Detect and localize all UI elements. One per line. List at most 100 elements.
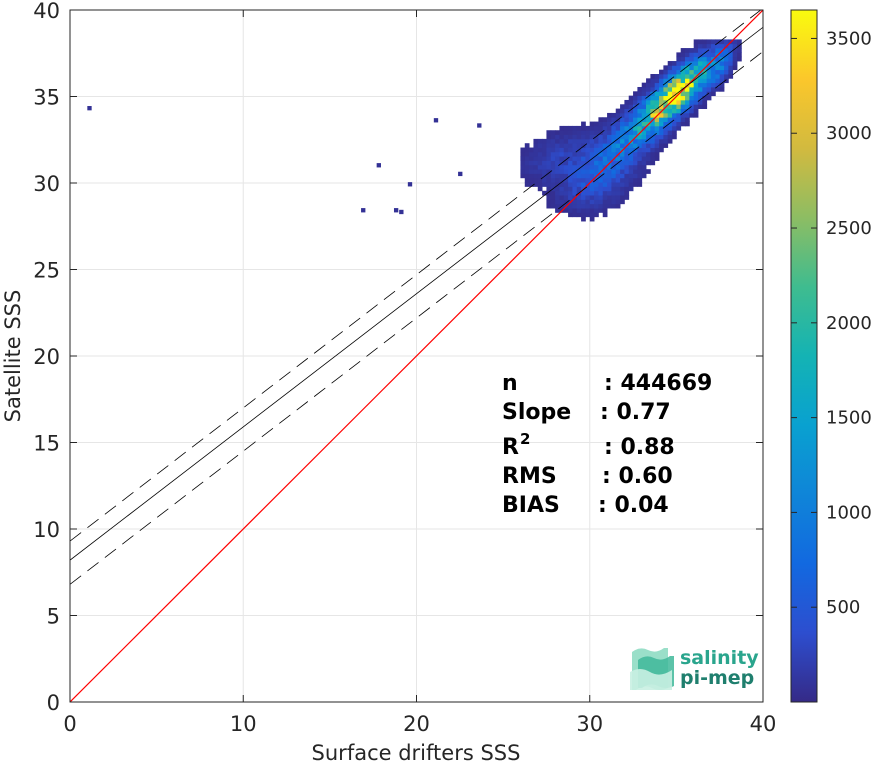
density-bin: [555, 138, 560, 144]
density-bin: [715, 74, 721, 79]
density-bin: [537, 156, 543, 161]
density-bin: [546, 134, 552, 140]
density-bin: [620, 186, 625, 192]
density-bin: [702, 43, 708, 49]
density-bin: [589, 138, 595, 144]
density-bin: [698, 56, 703, 62]
density-bin: [637, 156, 643, 161]
density-bin: [576, 125, 582, 131]
density-bin: [581, 208, 586, 213]
density-bin: [581, 160, 586, 166]
density-bin: [685, 48, 690, 53]
density-bin: [724, 48, 729, 53]
density-bin: [685, 121, 690, 127]
density-bin: [719, 86, 725, 92]
density-bin: [572, 203, 578, 209]
density-bin: [563, 164, 569, 170]
density-bin: [628, 151, 634, 157]
density-bin: [633, 143, 638, 148]
density-bin: [594, 156, 599, 161]
density-bin: [637, 104, 643, 110]
density-bin: [602, 212, 608, 218]
density-bin: [654, 147, 660, 153]
density-bin: [685, 91, 690, 97]
density-bin-sparse: [520, 156, 525, 161]
density-bin: [598, 151, 604, 157]
density-bin: [589, 182, 595, 187]
density-bin: [676, 99, 682, 105]
y-tick-label: 40: [33, 0, 60, 23]
density-bin: [719, 78, 725, 84]
density-bin: [615, 125, 621, 131]
density-bin: [711, 48, 716, 53]
density-bin: [620, 117, 625, 122]
density-bin: [568, 212, 573, 218]
density-bin: [672, 112, 677, 118]
density-bin: [594, 151, 599, 157]
density-bin: [650, 125, 656, 131]
density-bin: [611, 199, 617, 205]
density-bin: [550, 177, 556, 183]
density-bin-sparse: [407, 182, 413, 187]
stat-n-label: n: [502, 371, 518, 396]
density-bin: [698, 104, 703, 110]
density-bin: [607, 203, 612, 209]
density-bin: [585, 134, 591, 140]
density-bin: [706, 43, 712, 49]
density-bin: [650, 74, 656, 79]
density-bin: [542, 151, 547, 157]
density-bin: [624, 117, 630, 122]
density-bin: [663, 78, 669, 84]
density-bin: [628, 173, 634, 179]
density-bin: [524, 160, 530, 166]
density-bin: [594, 203, 599, 209]
density-bin: [568, 182, 573, 187]
density-bin: [607, 121, 612, 127]
density-bin: [641, 82, 647, 88]
density-bin: [689, 69, 695, 75]
density-bin: [667, 125, 673, 131]
density-bin: [680, 108, 686, 114]
density-bin: [598, 199, 604, 205]
density-bin: [628, 177, 634, 183]
density-bin: [524, 182, 530, 187]
density-bin: [550, 160, 556, 166]
density-bin: [698, 61, 703, 66]
density-bin: [581, 173, 586, 179]
density-bin: [698, 74, 703, 79]
density-bin: [529, 156, 534, 161]
density-bin: [555, 208, 560, 213]
density-bin: [611, 195, 617, 200]
density-bin: [706, 48, 712, 53]
density-bin: [650, 147, 656, 153]
density-bin: [663, 121, 669, 127]
density-bin: [663, 95, 669, 101]
density-bin: [611, 169, 617, 174]
density-bin: [607, 195, 612, 200]
density-bin: [585, 177, 591, 183]
density-bin: [533, 169, 539, 174]
density-bin: [676, 125, 682, 131]
salinity-pimep-logo: salinity pi-mep: [630, 647, 759, 690]
density-bin: [706, 86, 712, 92]
density-bin: [672, 61, 677, 66]
colorbar-tick-label: 2000: [826, 313, 872, 334]
density-bin: [537, 169, 543, 174]
density-bin: [542, 169, 547, 174]
density-bin: [628, 117, 634, 122]
density-bin: [654, 121, 660, 127]
density-bin: [667, 86, 673, 92]
density-bin: [594, 147, 599, 153]
density-bin: [737, 43, 742, 49]
density-bin: [615, 164, 621, 170]
density-bin: [581, 169, 586, 174]
density-bin: [672, 121, 677, 127]
density-bin: [546, 182, 552, 187]
density-bin: [559, 190, 565, 196]
density-bin: [715, 78, 721, 84]
density-bin: [637, 108, 643, 114]
density-bin: [672, 65, 677, 71]
density-bin: [637, 182, 643, 187]
density-bin: [628, 104, 634, 110]
density-bin: [654, 74, 660, 79]
